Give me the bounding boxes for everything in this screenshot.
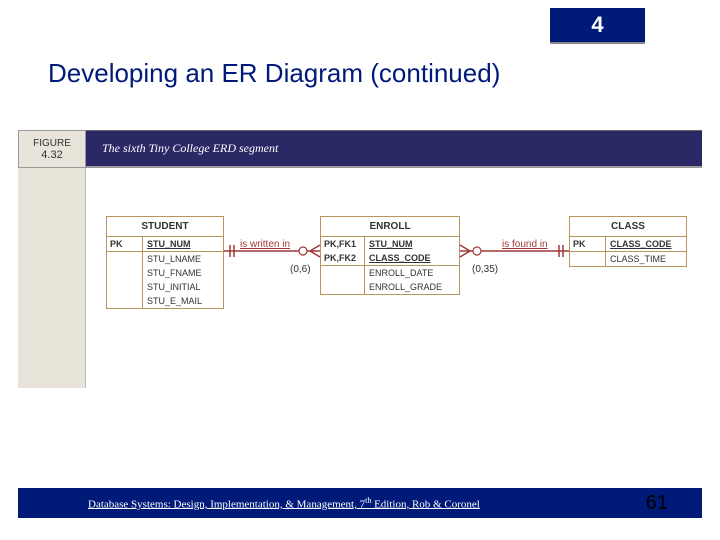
class-row0-key — [570, 252, 606, 266]
chapter-badge: 4 — [550, 8, 645, 44]
entity-class: CLASS PK CLASS_CODE CLASS_TIME — [569, 216, 687, 267]
entity-student-name: STUDENT — [107, 217, 223, 237]
class-pk-key: PK — [570, 237, 606, 251]
class-pk-attr: CLASS_CODE — [606, 237, 686, 251]
figure-caption: The sixth Tiny College ERD segment — [86, 130, 702, 168]
enroll-row0-attr: ENROLL_DATE — [365, 266, 459, 280]
rel-left-label: is written in — [240, 239, 290, 250]
student-row1-key — [107, 266, 143, 280]
enroll-pk1-key: PK,FK2 — [321, 251, 365, 265]
footer-text: Database Systems: Design, Implementation… — [88, 496, 480, 511]
enroll-row1-key — [321, 280, 365, 294]
entity-enroll: ENROLL PK,FK1 STU_NUM PK,FK2 CLASS_CODE … — [320, 216, 460, 295]
figure-area: FIGURE 4.32 The sixth Tiny College ERD s… — [18, 130, 702, 400]
figure-header: FIGURE 4.32 The sixth Tiny College ERD s… — [18, 130, 702, 168]
enroll-pk1-attr: CLASS_CODE — [365, 251, 459, 265]
footer-bar: Database Systems: Design, Implementation… — [18, 488, 702, 518]
enroll-row1-attr: ENROLL_GRADE — [365, 280, 459, 294]
enroll-pk0-attr: STU_NUM — [365, 237, 459, 251]
student-row3-attr: STU_E_MAIL — [143, 294, 223, 308]
student-row0-key — [107, 252, 143, 266]
figure-label: FIGURE — [33, 138, 71, 149]
student-row3-key — [107, 294, 143, 308]
footer-suffix: Edition, Rob & Coronel — [371, 498, 479, 510]
figure-label-box: FIGURE 4.32 — [18, 130, 86, 168]
figure-sidebar — [18, 168, 86, 388]
rel-right-label: is found in — [502, 239, 548, 250]
student-row2-key — [107, 280, 143, 294]
enroll-row0-key — [321, 266, 365, 280]
chapter-number: 4 — [591, 12, 603, 38]
figure-number: 4.32 — [41, 149, 62, 161]
student-row1-attr: STU_FNAME — [143, 266, 223, 280]
page-title: Developing an ER Diagram (continued) — [48, 58, 500, 89]
footer-main: Database Systems: Design, Implementation… — [88, 498, 365, 510]
rel-right-card: (0,35) — [472, 264, 498, 275]
student-row0-attr: STU_LNAME — [143, 252, 223, 266]
page-number: 61 — [646, 492, 668, 515]
enroll-pk0-key: PK,FK1 — [321, 237, 365, 251]
rel-left-card: (0,6) — [290, 264, 311, 275]
class-row0-attr: CLASS_TIME — [606, 252, 686, 266]
entity-enroll-name: ENROLL — [321, 217, 459, 237]
student-pk-key: PK — [107, 237, 143, 251]
entity-student: STUDENT PK STU_NUM STU_LNAME STU_FNAME S… — [106, 216, 224, 309]
student-pk-attr: STU_NUM — [143, 237, 223, 251]
er-diagram: STUDENT PK STU_NUM STU_LNAME STU_FNAME S… — [18, 168, 702, 388]
student-row2-attr: STU_INITIAL — [143, 280, 223, 294]
entity-class-name: CLASS — [570, 217, 686, 237]
